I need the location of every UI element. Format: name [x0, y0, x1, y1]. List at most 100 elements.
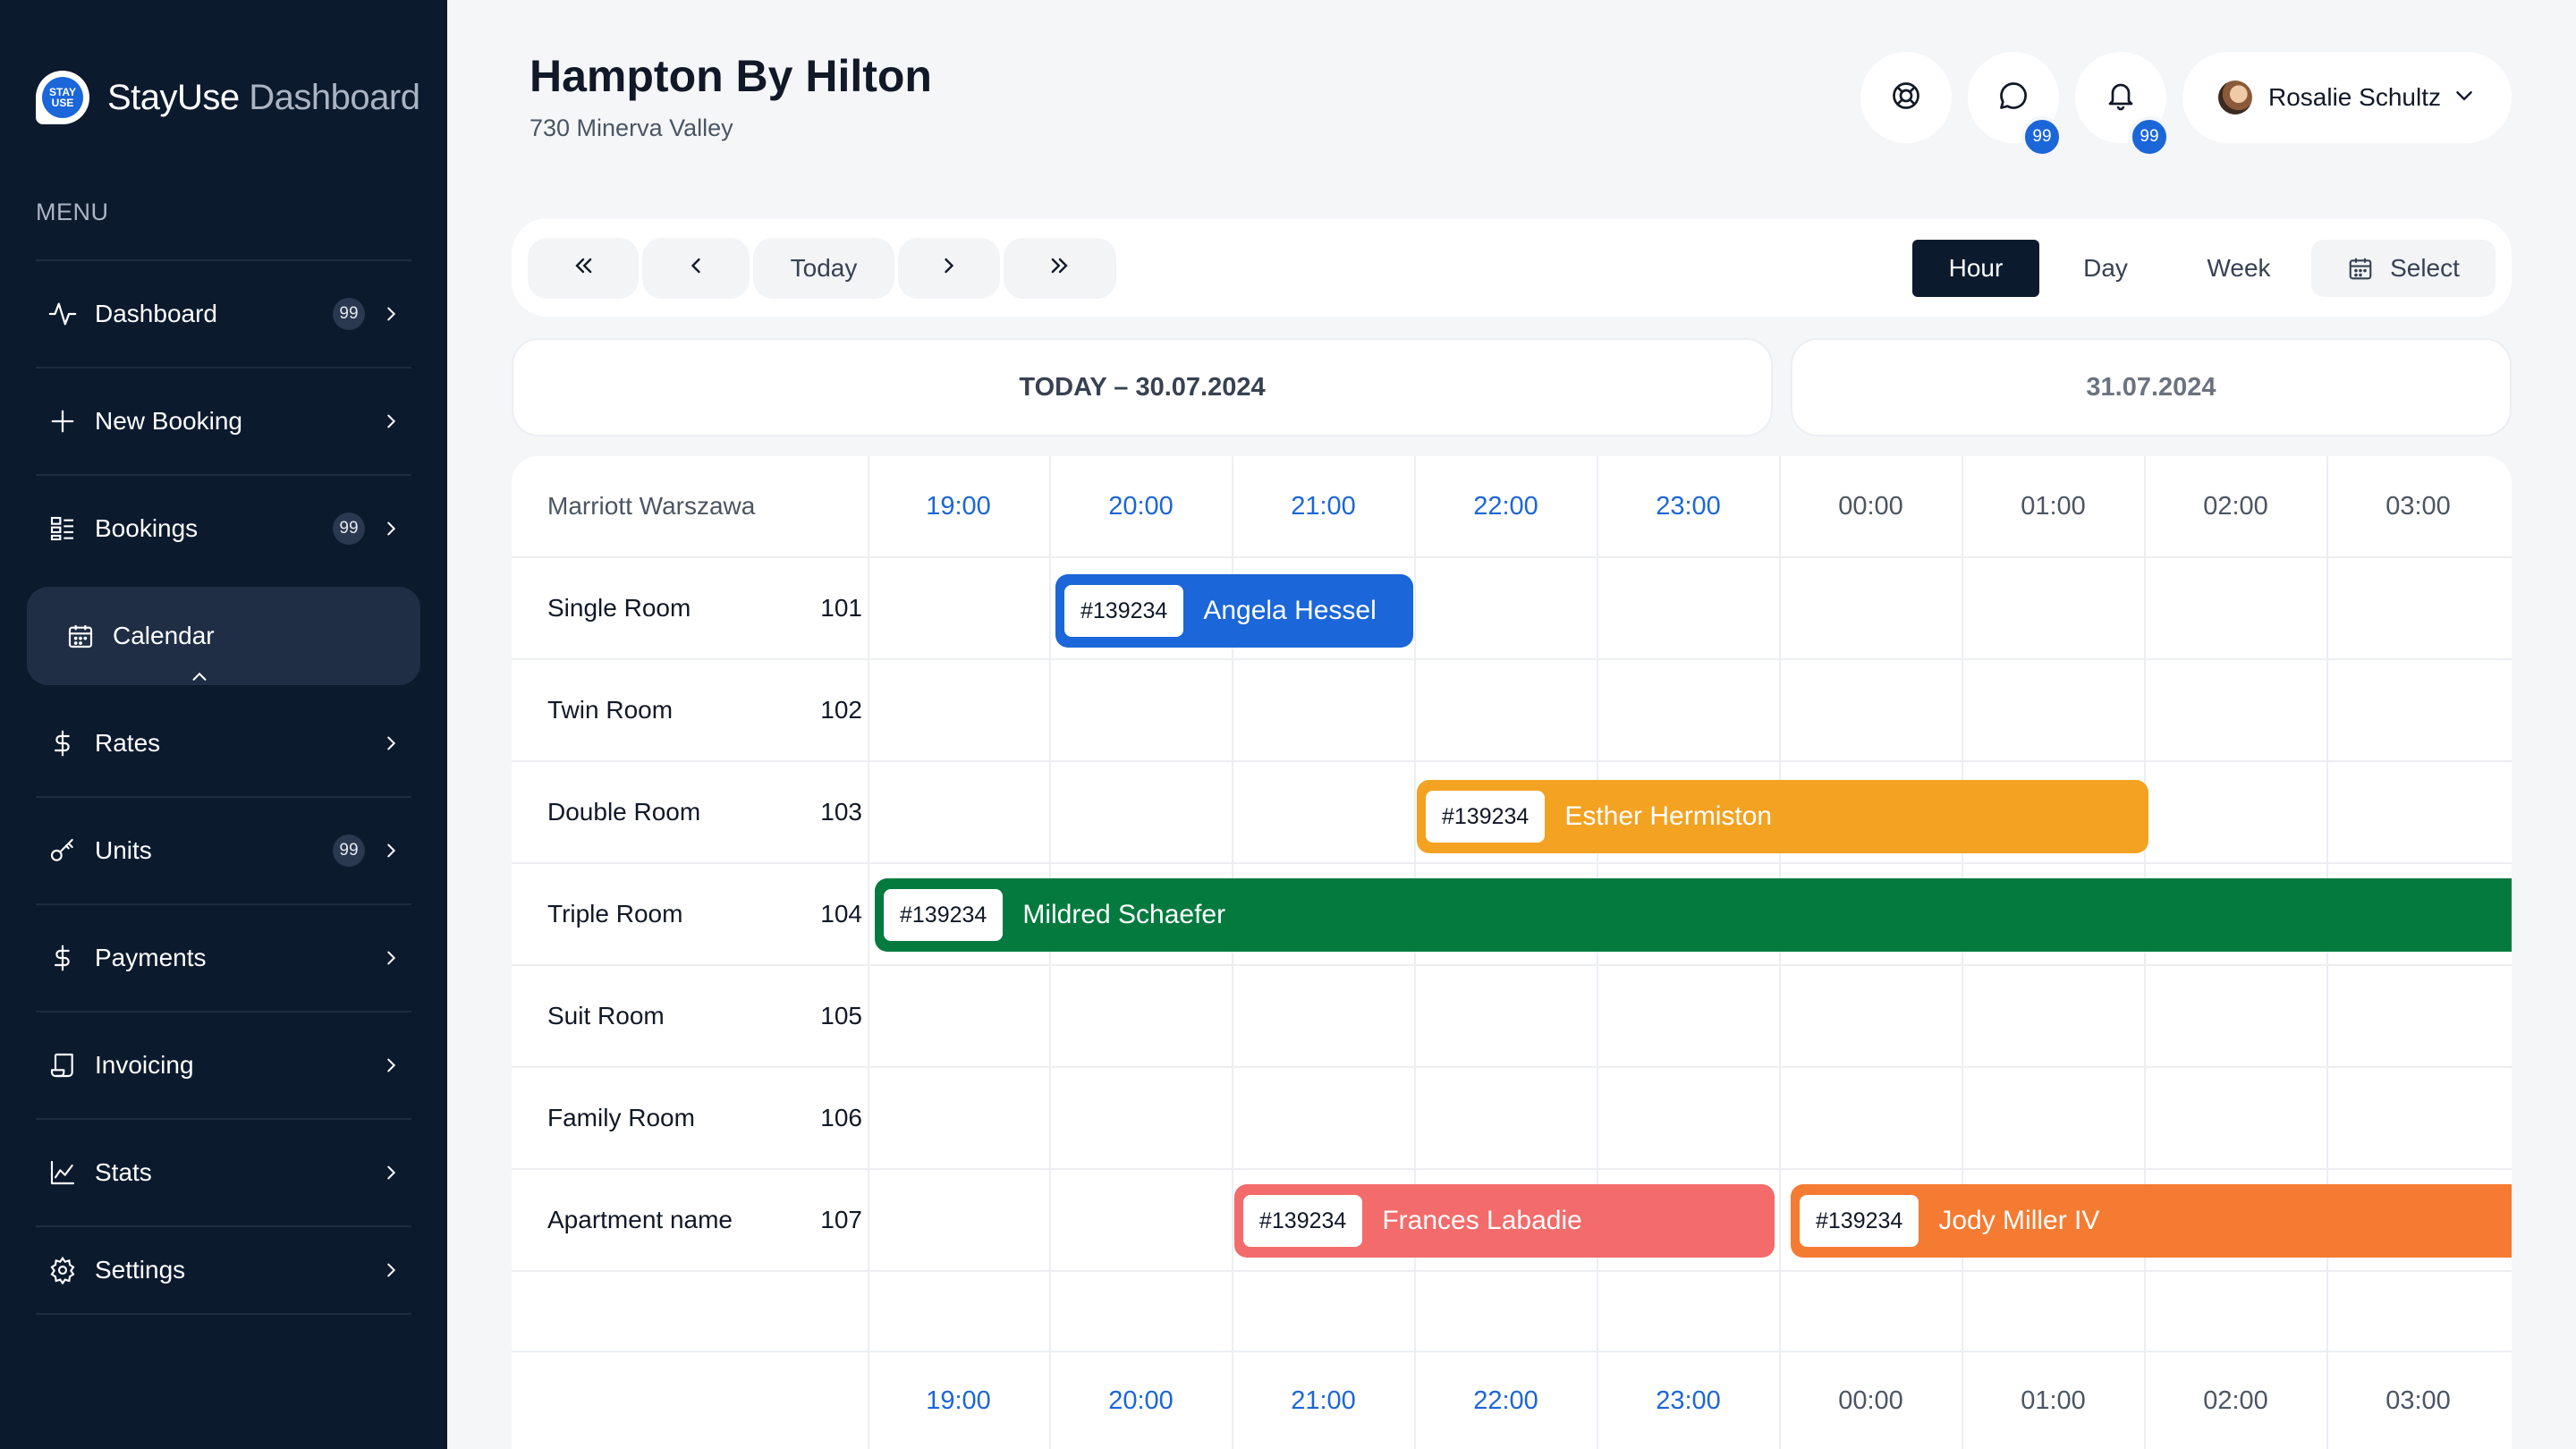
time-label: 03:00 — [2385, 492, 2451, 521]
sidebar-item-label: New Booking — [95, 407, 242, 435]
chat-bubble-icon — [1997, 80, 2029, 116]
room-name: Family Room — [547, 1104, 695, 1131]
sidebar-item-label: Units — [95, 836, 152, 864]
user-menu[interactable]: Rosalie Schultz — [2182, 52, 2512, 143]
sidebar-item-label: Stats — [95, 1158, 152, 1186]
room-number: 106 — [820, 1104, 862, 1131]
booking-block[interactable]: #139234 Angela Hessel — [1055, 574, 1413, 648]
time-label: 21:00 — [1291, 1386, 1356, 1415]
time-label: 02:00 — [2203, 1386, 2268, 1415]
room-name: Triple Room — [547, 900, 683, 928]
dollar-icon — [45, 940, 80, 976]
room-number: 104 — [820, 900, 862, 928]
avatar — [2218, 80, 2252, 114]
booking-block[interactable]: #139234 Frances Labadie — [1234, 1184, 1775, 1258]
sidebar-item-label: Dashboard — [95, 300, 217, 327]
room-name: Double Room — [547, 798, 701, 826]
time-label: 22:00 — [1473, 492, 1538, 521]
calendar-icon — [63, 618, 98, 654]
sidebar-menu: Dashboard 99 New Booking Bookings 99 Cal… — [27, 259, 420, 1315]
guest-name: Jody Miller IV — [1938, 1206, 2100, 1235]
next-button[interactable] — [898, 238, 1000, 299]
brand-suffix: Dashboard — [249, 77, 420, 117]
chevron-left-icon — [683, 253, 708, 284]
menu-title: MENU — [36, 199, 109, 225]
key-icon — [45, 833, 80, 869]
jump-forward-button[interactable] — [1004, 238, 1116, 299]
list-icon — [45, 511, 80, 547]
room-number: 105 — [820, 1002, 862, 1030]
date-header-next[interactable]: 31.07.2024 — [1791, 338, 2512, 436]
sidebar-item-payments[interactable]: Payments — [36, 903, 411, 1011]
time-label: 23:00 — [1656, 1386, 1721, 1415]
dollar-icon — [45, 725, 80, 761]
sidebar-item-dashboard[interactable]: Dashboard 99 — [36, 259, 411, 367]
chevron-right-icon — [379, 517, 402, 540]
stayuse-logo: STAY USE — [36, 71, 89, 124]
bell-icon — [2105, 80, 2137, 116]
guest-name: Frances Labadie — [1382, 1206, 1582, 1235]
time-label: 23:00 — [1656, 492, 1721, 521]
view-day-button[interactable]: Day — [2083, 254, 2128, 282]
date-header-today[interactable]: TODAY – 30.07.2024 — [512, 338, 1773, 436]
sidebar-item-rates[interactable]: Rates — [36, 689, 411, 796]
receipt-icon — [45, 1047, 80, 1083]
time-label: 00:00 — [1838, 1386, 1903, 1415]
booking-id: #139234 — [1064, 585, 1184, 637]
time-label: 19:00 — [926, 1386, 991, 1415]
sidebar-item-label: Rates — [95, 729, 161, 757]
sidebar-item-label: Settings — [95, 1256, 186, 1284]
booking-id: #139234 — [1243, 1195, 1363, 1247]
time-label: 03:00 — [2385, 1386, 2451, 1415]
sidebar-item-stats[interactable]: Stats — [36, 1118, 411, 1225]
calendar-toolbar: Today Hour Day Week Select — [512, 218, 2512, 317]
chevron-up-icon — [188, 665, 211, 689]
booking-block[interactable]: #139234 Esther Hermiston — [1417, 780, 2148, 853]
gear-icon — [45, 1252, 80, 1288]
booking-block[interactable]: #139234 Jody Miller IV — [1791, 1184, 2512, 1258]
guest-name: Esther Hermiston — [1564, 801, 1773, 831]
hotel-address: 730 Minerva Valley — [530, 114, 733, 141]
time-label: 02:00 — [2203, 492, 2268, 521]
hotel-name: Marriott Warszawa — [547, 492, 756, 520]
chevron-down-icon — [2453, 84, 2476, 112]
plus-icon — [45, 403, 80, 439]
time-label: 21:00 — [1291, 492, 1356, 521]
sidebar-item-units[interactable]: Units 99 — [36, 796, 411, 903]
time-label: 20:00 — [1108, 492, 1174, 521]
jump-back-button[interactable] — [528, 238, 639, 299]
count-badge: 99 — [333, 513, 365, 545]
view-hour-button[interactable]: Hour — [1912, 240, 2039, 297]
time-label: 01:00 — [2021, 492, 2086, 521]
count-badge: 99 — [333, 835, 365, 867]
sidebar-item-calendar[interactable]: Calendar — [27, 581, 420, 689]
time-label: 20:00 — [1108, 1386, 1174, 1415]
room-name: Single Room — [547, 594, 691, 622]
notifications-button[interactable]: 99 — [2075, 52, 2170, 157]
sidebar-item-invoicing[interactable]: Invoicing — [36, 1011, 411, 1118]
time-label: 00:00 — [1838, 492, 1903, 521]
notifications-badge: 99 — [2129, 116, 2170, 157]
chart-icon — [45, 1155, 80, 1191]
sidebar-item-settings[interactable]: Settings — [36, 1225, 411, 1315]
today-button[interactable]: Today — [753, 238, 894, 299]
sidebar-item-label: Payments — [95, 944, 207, 971]
chevron-right-icon — [379, 946, 402, 970]
room-number: 101 — [820, 594, 862, 622]
brand[interactable]: STAY USE StayUse Dashboard — [36, 66, 420, 129]
sidebar-item-label: Calendar — [113, 622, 215, 649]
view-week-button[interactable]: Week — [2207, 254, 2271, 282]
chevron-right-icon — [936, 253, 962, 284]
messages-button[interactable]: 99 — [1968, 52, 2063, 157]
room-name: Twin Room — [547, 696, 674, 724]
select-date-button[interactable]: Select — [2311, 240, 2496, 297]
previous-button[interactable] — [642, 238, 750, 299]
booking-block[interactable]: #139234 Mildred Schaefer — [875, 878, 2512, 952]
sidebar-item-bookings[interactable]: Bookings 99 — [36, 474, 411, 581]
help-button[interactable] — [1860, 52, 1952, 143]
count-badge: 99 — [333, 298, 365, 330]
chevrons-left-icon — [571, 253, 596, 284]
sidebar-item-new-booking[interactable]: New Booking — [36, 367, 411, 474]
chevron-right-icon — [379, 1258, 402, 1282]
booking-id: #139234 — [1426, 791, 1546, 843]
